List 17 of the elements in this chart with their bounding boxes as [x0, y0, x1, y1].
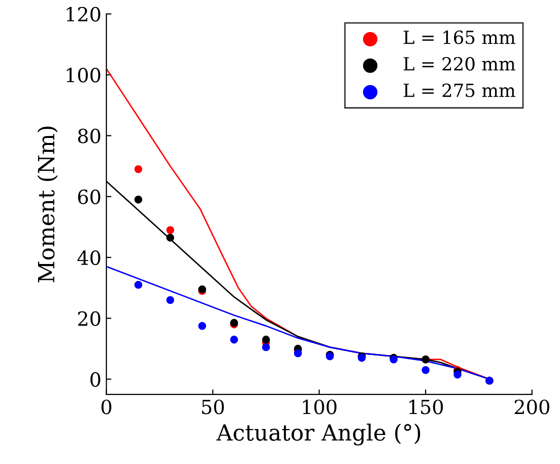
legend-label: L = 220 mm	[404, 56, 516, 71]
x-tick-label: 50	[202, 400, 224, 414]
legend-label: L = 275 mm	[404, 83, 516, 98]
y-tick-label: 20	[78, 311, 100, 326]
y-tick-label: 40	[77, 250, 100, 266]
x-axis-title: Actuator Angle (°)	[216, 424, 420, 446]
y-tick-label: 120	[66, 6, 100, 22]
y-tick-label: 0	[90, 372, 100, 387]
x-tick-label: 0	[101, 400, 112, 414]
y-tick-label: 60	[78, 190, 100, 204]
legend-label: L = 165 mm	[404, 30, 516, 44]
x-tick-label: 150	[409, 400, 443, 414]
y-axis-title: Moment (Nm)	[37, 126, 58, 282]
x-tick-label: 100	[303, 400, 336, 414]
x-tick-label: 200	[514, 400, 550, 414]
y-tick-label: 100	[66, 68, 100, 82]
y-tick-label: 80	[78, 128, 100, 144]
